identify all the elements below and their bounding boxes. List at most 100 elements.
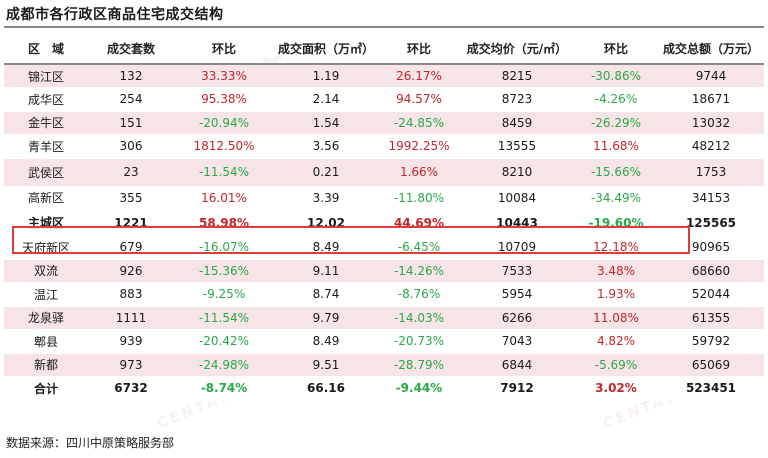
- cell-units-mom: 16.01%: [174, 186, 274, 210]
- cell-total-value: 48212: [658, 134, 764, 159]
- table-body: 锦江区 132 33.33% 1.19 26.17% 8215 -30.86% 9744 成华区…: [4, 64, 764, 401]
- cell-district: 双流: [4, 259, 88, 283]
- cell-area: 2.14: [274, 87, 378, 112]
- cell-district: 合计: [4, 376, 88, 401]
- table-row: 郫县 939 -20.42% 8.49 -20.73% 7043 4.82% 59792: [4, 329, 764, 354]
- cell-units: 254: [88, 87, 174, 112]
- cell-district: 成华区: [4, 87, 88, 112]
- cell-price-mom: -34.49%: [574, 186, 658, 210]
- cell-units: 151: [88, 111, 174, 135]
- cell-units: 973: [88, 353, 174, 377]
- cell-area-mom: -28.79%: [378, 353, 460, 377]
- cell-total-value: 1753: [658, 158, 764, 187]
- cell-avg-price: 7912: [460, 376, 574, 401]
- cell-avg-price: 10084: [460, 186, 574, 210]
- cell-total-value: 59792: [658, 329, 764, 354]
- title-divider: [4, 26, 764, 28]
- cell-units: 926: [88, 259, 174, 283]
- header-district: 区 域: [4, 34, 88, 65]
- cell-price-mom: 3.48%: [574, 259, 658, 283]
- cell-price-mom: 3.02%: [574, 376, 658, 401]
- cell-avg-price: 8723: [460, 87, 574, 112]
- table-row: 温江 883 -9.25% 8.74 -8.76% 5954 1.93% 52044: [4, 282, 764, 307]
- cell-units-mom: 58.98%: [174, 209, 274, 236]
- cell-avg-price: 10443: [460, 209, 574, 236]
- cell-price-mom: 1.93%: [574, 282, 658, 307]
- cell-district: 高新区: [4, 186, 88, 210]
- cell-units-mom: -24.98%: [174, 353, 274, 377]
- cell-area: 12.02: [274, 209, 378, 236]
- cell-district: 青羊区: [4, 134, 88, 159]
- cell-avg-price: 10709: [460, 235, 574, 260]
- cell-area-mom: 44.69%: [378, 209, 460, 236]
- cell-units: 939: [88, 329, 174, 354]
- cell-units: 679: [88, 235, 174, 260]
- cell-district: 龙泉驿: [4, 306, 88, 330]
- table-row: 天府新区 679 -16.07% 8.49 -6.45% 10709 12.18% 90965: [4, 235, 764, 260]
- table-row: 双流 926 -15.36% 9.11 -14.26% 7533 3.48% 68660: [4, 259, 764, 283]
- cell-area: 0.21: [274, 158, 378, 187]
- cell-units-mom: 33.33%: [174, 64, 274, 88]
- cell-area-mom: -14.03%: [378, 306, 460, 330]
- cell-area: 3.39: [274, 186, 378, 210]
- header-units: 成交套数: [88, 34, 174, 65]
- table-row: 高新区 355 16.01% 3.39 -11.80% 10084 -34.49% 34153: [4, 186, 764, 210]
- cell-area: 1.54: [274, 111, 378, 135]
- cell-price-mom: -30.86%: [574, 64, 658, 88]
- header-area-mom: 环比: [378, 34, 460, 65]
- cell-area-mom: 1992.25%: [378, 134, 460, 159]
- table-row: 主城区 1221 58.98% 12.02 44.69% 10443 -19.60% 1255…: [4, 209, 764, 236]
- cell-units-mom: -20.94%: [174, 111, 274, 135]
- cell-avg-price: 7043: [460, 329, 574, 354]
- cell-total-value: 61355: [658, 306, 764, 330]
- table-row: 龙泉驿 1111 -11.54% 9.79 -14.03% 6266 11.08% 61355: [4, 306, 764, 330]
- cell-total-value: 18671: [658, 87, 764, 112]
- table-row: 武侯区 23 -11.54% 0.21 1.66% 8210 -15.66% 1753: [4, 158, 764, 187]
- cell-units: 23: [88, 158, 174, 187]
- cell-district: 新都: [4, 353, 88, 377]
- cell-units-mom: -16.07%: [174, 235, 274, 260]
- header-avg-price: 成交均价（元/㎡）: [460, 34, 574, 65]
- cell-total-value: 52044: [658, 282, 764, 307]
- cell-area: 9.79: [274, 306, 378, 330]
- cell-avg-price: 6844: [460, 353, 574, 377]
- cell-price-mom: 12.18%: [574, 235, 658, 260]
- cell-avg-price: 13555: [460, 134, 574, 159]
- cell-area: 8.49: [274, 235, 378, 260]
- cell-area-mom: -11.80%: [378, 186, 460, 210]
- cell-units-mom: -20.42%: [174, 329, 274, 354]
- header-units-mom: 环比: [174, 34, 274, 65]
- cell-price-mom: -4.26%: [574, 87, 658, 112]
- cell-units-mom: 95.38%: [174, 87, 274, 112]
- header-area: 成交面积（万㎡）: [274, 34, 378, 65]
- cell-total-value: 9744: [658, 64, 764, 88]
- cell-area: 8.74: [274, 282, 378, 307]
- cell-area-mom: -9.44%: [378, 376, 460, 401]
- cell-total-value: 34153: [658, 186, 764, 210]
- cell-units: 6732: [88, 376, 174, 401]
- cell-district: 锦江区: [4, 64, 88, 88]
- cell-price-mom: -15.66%: [574, 158, 658, 187]
- cell-area: 66.16: [274, 376, 378, 401]
- cell-area-mom: -24.85%: [378, 111, 460, 135]
- cell-price-mom: -26.29%: [574, 111, 658, 135]
- header-price-mom: 环比: [574, 34, 658, 65]
- cell-total-value: 125565: [658, 209, 764, 236]
- cell-area: 9.51: [274, 353, 378, 377]
- cell-district: 郫县: [4, 329, 88, 354]
- cell-area-mom: 1.66%: [378, 158, 460, 187]
- cell-total-value: 13032: [658, 111, 764, 135]
- cell-avg-price: 8210: [460, 158, 574, 187]
- cell-avg-price: 8459: [460, 111, 574, 135]
- cell-units-mom: -15.36%: [174, 259, 274, 283]
- cell-area-mom: -14.26%: [378, 259, 460, 283]
- header-total-value: 成交总额（万元）: [658, 34, 764, 65]
- cell-avg-price: 7533: [460, 259, 574, 283]
- cell-area: 1.19: [274, 64, 378, 88]
- cell-price-mom: 4.82%: [574, 329, 658, 354]
- cell-district: 武侯区: [4, 158, 88, 187]
- table-row: 锦江区 132 33.33% 1.19 26.17% 8215 -30.86% 9744: [4, 64, 764, 88]
- cell-units: 306: [88, 134, 174, 159]
- cell-units: 1221: [88, 209, 174, 236]
- cell-avg-price: 6266: [460, 306, 574, 330]
